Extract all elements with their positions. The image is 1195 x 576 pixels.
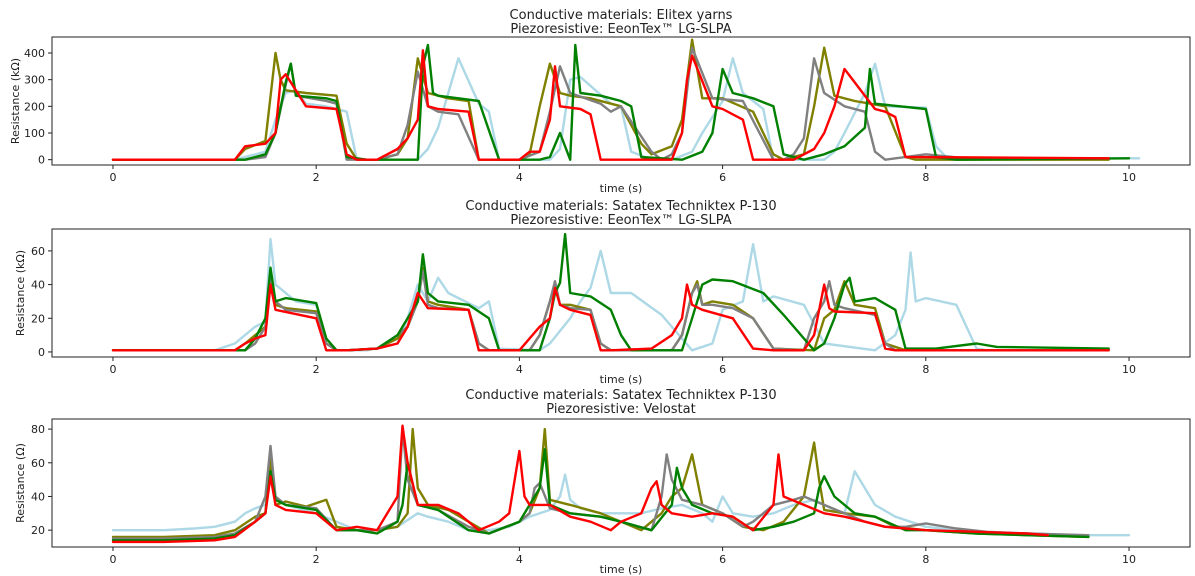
plot-frame bbox=[51, 228, 1191, 358]
x-tick-label: 6 bbox=[719, 363, 726, 376]
x-axis-label: time (s) bbox=[600, 373, 643, 386]
plot-frame bbox=[51, 418, 1191, 548]
series-line-lightblue bbox=[111, 57, 1141, 161]
y-tick-label: 300 bbox=[24, 74, 45, 87]
x-tick-label: 6 bbox=[719, 553, 726, 566]
y-tick-label: 60 bbox=[31, 457, 45, 470]
series-line-olive bbox=[111, 38, 1110, 161]
x-tick-label: 10 bbox=[1122, 553, 1136, 566]
x-tick-label: 8 bbox=[922, 171, 929, 184]
x-tick-label: 2 bbox=[313, 553, 320, 566]
x-tick-label: 6 bbox=[719, 171, 726, 184]
y-axis-label: Resistance (Ω) bbox=[14, 443, 27, 523]
series-line-gray bbox=[111, 46, 1110, 161]
series-line-olive bbox=[111, 427, 1090, 539]
x-tick-label: 4 bbox=[516, 553, 523, 566]
chart-title: Conductive materials: Satatex Techniktex… bbox=[465, 388, 776, 403]
series-group bbox=[111, 232, 1110, 352]
series-line-red bbox=[111, 49, 1110, 161]
y-tick-label: 60 bbox=[31, 245, 45, 258]
y-tick-label: 100 bbox=[24, 127, 45, 140]
x-tick-label: 8 bbox=[922, 363, 929, 376]
x-axis-label: time (s) bbox=[600, 563, 643, 576]
x-tick-label: 4 bbox=[516, 171, 523, 184]
chart-panel-satatex-velostat: Conductive materials: Satatex Techniktex… bbox=[14, 388, 1191, 576]
y-tick-label: 80 bbox=[31, 423, 45, 436]
x-tick-label: 2 bbox=[313, 363, 320, 376]
series-line-gray bbox=[111, 269, 1110, 352]
series-line-green bbox=[111, 43, 1131, 161]
x-tick-label: 2 bbox=[313, 171, 320, 184]
series-line-green bbox=[111, 232, 1110, 352]
chart-panel-satatex-eeontex: Conductive materials: Satatex Techniktex… bbox=[14, 199, 1191, 386]
y-tick-label: 40 bbox=[31, 279, 45, 292]
y-tick-label: 200 bbox=[24, 100, 45, 113]
chart-title: Conductive materials: Satatex Techniktex… bbox=[465, 199, 776, 214]
y-tick-label: 40 bbox=[31, 490, 45, 503]
y-tick-label: 20 bbox=[31, 524, 45, 537]
chart-subtitle: Piezoresistive: EeonTex™ LG-SLPA bbox=[510, 22, 731, 37]
series-line-red bbox=[111, 424, 1050, 544]
x-tick-label: 0 bbox=[109, 363, 116, 376]
chart-panel-elitex: Conductive materials: Elitex yarns Piezo… bbox=[9, 8, 1191, 195]
y-tick-label: 0 bbox=[38, 346, 45, 359]
x-tick-label: 10 bbox=[1122, 171, 1136, 184]
series-line-gray bbox=[111, 427, 1090, 540]
x-tick-label: 0 bbox=[109, 171, 116, 184]
chart-subtitle: Piezoresistive: Velostat bbox=[546, 402, 695, 417]
series-group bbox=[111, 38, 1141, 161]
x-tick-label: 4 bbox=[516, 363, 523, 376]
y-axis-label: Resistance (kΩ) bbox=[14, 250, 27, 336]
y-tick-label: 400 bbox=[24, 47, 45, 60]
x-tick-label: 8 bbox=[922, 553, 929, 566]
series-line-red bbox=[111, 283, 1110, 352]
y-tick-label: 20 bbox=[31, 312, 45, 325]
x-tick-label: 0 bbox=[109, 553, 116, 566]
plot-frame bbox=[51, 36, 1191, 166]
x-axis-label: time (s) bbox=[600, 182, 643, 195]
chart-subtitle: Piezoresistive: EeonTex™ LG-SLPA bbox=[510, 213, 731, 228]
x-tick-label: 10 bbox=[1122, 363, 1136, 376]
y-tick-label: 0 bbox=[38, 154, 45, 167]
y-axis-label: Resistance (kΩ) bbox=[9, 58, 22, 144]
chart-title: Conductive materials: Elitex yarns bbox=[510, 8, 733, 23]
series-group bbox=[111, 424, 1131, 544]
